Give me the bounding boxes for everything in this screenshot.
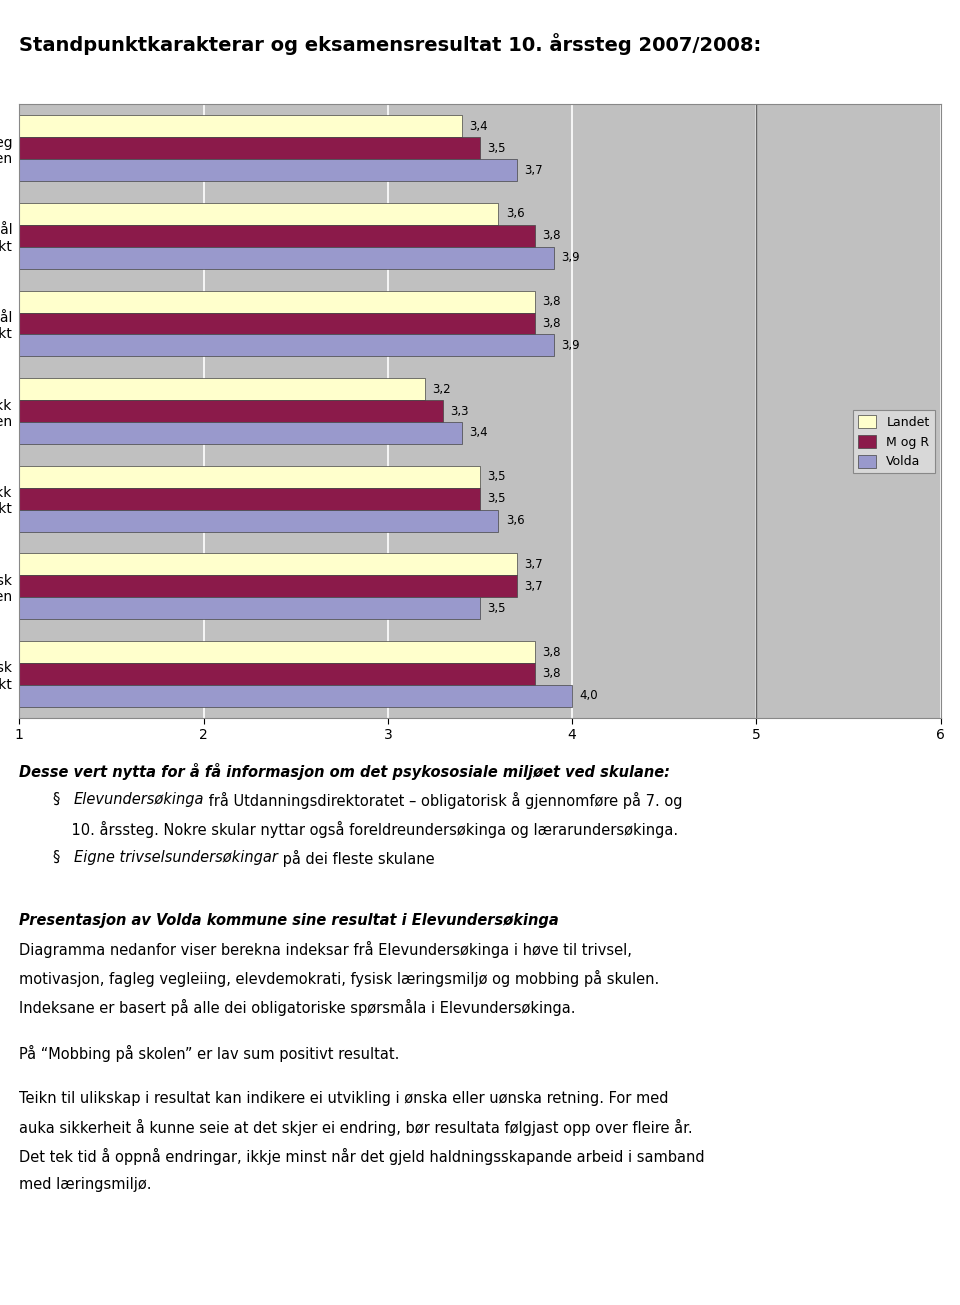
Text: 3,5: 3,5	[488, 142, 506, 155]
Text: 3,2: 3,2	[432, 382, 450, 395]
Text: 3,7: 3,7	[524, 579, 542, 592]
Text: 3,4: 3,4	[468, 427, 488, 440]
Text: 10. årssteg. Nokre skular nyttar også foreldreundersøkinga og lærarundersøkinga.: 10. årssteg. Nokre skular nyttar også fo…	[53, 821, 678, 838]
Bar	[19, 378, 424, 401]
Bar	[19, 488, 480, 510]
Bar	[19, 553, 516, 576]
Bar	[19, 466, 480, 488]
Bar	[19, 685, 572, 707]
Text: 3,6: 3,6	[506, 514, 524, 527]
Text: 3,6: 3,6	[506, 207, 524, 221]
Text: 3,3: 3,3	[450, 405, 469, 418]
Bar	[19, 422, 462, 444]
Bar	[19, 641, 536, 663]
Bar	[19, 115, 462, 137]
Text: Standpunktkarakterar og eksamensresultat 10. årssteg 2007/2008:: Standpunktkarakterar og eksamensresultat…	[19, 33, 761, 55]
Bar	[19, 137, 480, 159]
Text: 3,8: 3,8	[542, 230, 562, 243]
Text: med læringsmiljø.: med læringsmiljø.	[19, 1177, 152, 1191]
Bar	[19, 224, 536, 247]
Text: 3,5: 3,5	[488, 470, 506, 483]
Text: 3,8: 3,8	[542, 317, 562, 330]
Text: 3,7: 3,7	[524, 559, 542, 570]
Bar	[19, 291, 536, 312]
Text: frå Utdanningsdirektoratet – obligatorisk å gjennomføre på 7. og: frå Utdanningsdirektoratet – obligatoris…	[204, 792, 683, 809]
Bar	[19, 510, 498, 531]
Text: På “Mobbing på skolen” er lav sum positivt resultat.: På “Mobbing på skolen” er lav sum positi…	[19, 1045, 399, 1062]
Text: §: §	[53, 850, 74, 864]
Text: 3,5: 3,5	[488, 492, 506, 505]
Bar	[19, 204, 498, 224]
Text: 3,8: 3,8	[542, 295, 562, 308]
Text: 3,4: 3,4	[468, 120, 488, 133]
Text: 3,8: 3,8	[542, 667, 562, 680]
Bar	[19, 401, 444, 422]
Legend: Landet, M og R, Volda: Landet, M og R, Volda	[852, 410, 934, 474]
Bar	[19, 576, 516, 598]
Text: Elevundersøkinga: Elevundersøkinga	[74, 792, 204, 806]
Text: 3,9: 3,9	[561, 252, 580, 264]
Text: Eigne trivselsundersøkingar: Eigne trivselsundersøkingar	[74, 850, 277, 864]
Text: Teikn til ulikskap i resultat kan indikere ei utvikling i ønska eller uønska ret: Teikn til ulikskap i resultat kan indike…	[19, 1091, 669, 1105]
Text: 3,9: 3,9	[561, 339, 580, 352]
Text: Indeksane er basert på alle dei obligatoriske spørsmåla i Elevundersøkinga.: Indeksane er basert på alle dei obligato…	[19, 998, 576, 1015]
Text: 3,7: 3,7	[524, 163, 542, 176]
Bar	[19, 247, 554, 269]
Bar	[19, 663, 536, 685]
Text: på dei fleste skulane: på dei fleste skulane	[277, 850, 435, 867]
Bar	[19, 598, 480, 619]
Text: Det tek tid å oppnå endringar, ikkje minst når det gjeld haldningsskapande arbei: Det tek tid å oppnå endringar, ikkje min…	[19, 1148, 705, 1165]
Bar	[19, 312, 536, 334]
Text: Desse vert nytta for å få informasjon om det psykososiale miljøet ved skulane:: Desse vert nytta for å få informasjon om…	[19, 763, 670, 780]
Text: auka sikkerheit å kunne seie at det skjer ei endring, bør resultata følgjast opp: auka sikkerheit å kunne seie at det skje…	[19, 1120, 693, 1137]
Text: motivasjon, fagleg vegleiing, elevdemokrati, fysisk læringsmiljø og mobbing på s: motivasjon, fagleg vegleiing, elevdemokr…	[19, 970, 660, 987]
Text: 4,0: 4,0	[580, 689, 598, 702]
Bar	[19, 334, 554, 356]
Text: §: §	[53, 792, 74, 806]
Text: 3,8: 3,8	[542, 646, 562, 659]
Text: Diagramma nedanfor viser berekna indeksar frå Elevundersøkinga i høve til trivse: Diagramma nedanfor viser berekna indeksa…	[19, 941, 632, 958]
Bar	[19, 159, 516, 181]
Text: Presentasjon av Volda kommune sine resultat i Elevundersøkinga: Presentasjon av Volda kommune sine resul…	[19, 912, 559, 928]
Text: 3,5: 3,5	[488, 602, 506, 615]
